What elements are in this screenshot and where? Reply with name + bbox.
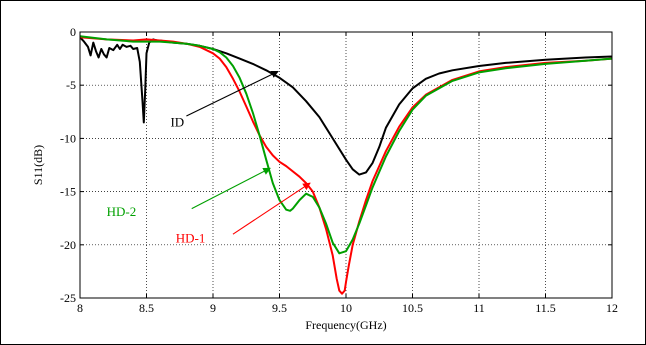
annotation-arrow-hd-1	[232, 182, 311, 235]
x-tick-label: 9.5	[272, 301, 287, 315]
tick-marks	[79, 31, 613, 299]
y-tick-label: -20	[60, 238, 76, 252]
x-axis-label: Frequency(GHz)	[305, 318, 386, 332]
y-tick-label: -25	[60, 291, 76, 305]
annotation-label-id: ID	[170, 115, 184, 130]
series-line-hd-2	[80, 35, 612, 255]
series-line-hd-1	[80, 36, 612, 295]
y-axis-label: S11(dB)	[31, 145, 45, 185]
annotation-arrow-hd-2	[191, 167, 271, 210]
x-tick-label: 11.5	[535, 301, 556, 315]
x-tick-label: 12	[606, 301, 618, 315]
grid-lines	[80, 32, 612, 298]
annotation-arrow-id	[186, 70, 279, 117]
annotation-label-hd-1: HD-1	[176, 231, 206, 246]
x-tick-label: 11	[473, 301, 485, 315]
y-tick-label: -10	[60, 131, 76, 145]
x-tick-label: 10.5	[402, 301, 423, 315]
x-tick-label: 8	[77, 301, 83, 315]
y-tick-label: -15	[60, 185, 76, 199]
tick-labels: 8 8.5 9 9.5 10 10.5 11 11.5 12 0 -5 -10 -15 -20 -25	[60, 25, 618, 315]
y-tick-label: 0	[70, 25, 76, 39]
y-tick-label: -5	[66, 78, 76, 92]
x-tick-label: 8.5	[139, 301, 154, 315]
x-tick-label: 9	[210, 301, 216, 315]
x-tick-label: 10	[340, 301, 352, 315]
annotation-label-hd-2: HD-2	[107, 204, 137, 219]
annotations: ID HD-2 HD-1	[107, 70, 311, 246]
series-layer	[80, 35, 612, 295]
